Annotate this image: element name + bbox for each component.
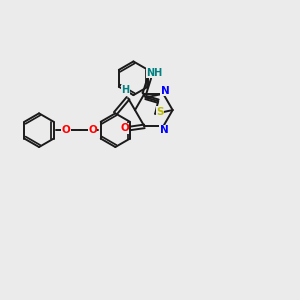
Text: O: O bbox=[61, 125, 70, 135]
Text: O: O bbox=[88, 125, 97, 135]
Text: N: N bbox=[160, 125, 169, 135]
Text: N: N bbox=[161, 86, 170, 96]
Text: O: O bbox=[120, 123, 129, 133]
Text: S: S bbox=[156, 107, 164, 117]
Text: NH: NH bbox=[146, 68, 162, 78]
Text: H: H bbox=[121, 85, 129, 95]
